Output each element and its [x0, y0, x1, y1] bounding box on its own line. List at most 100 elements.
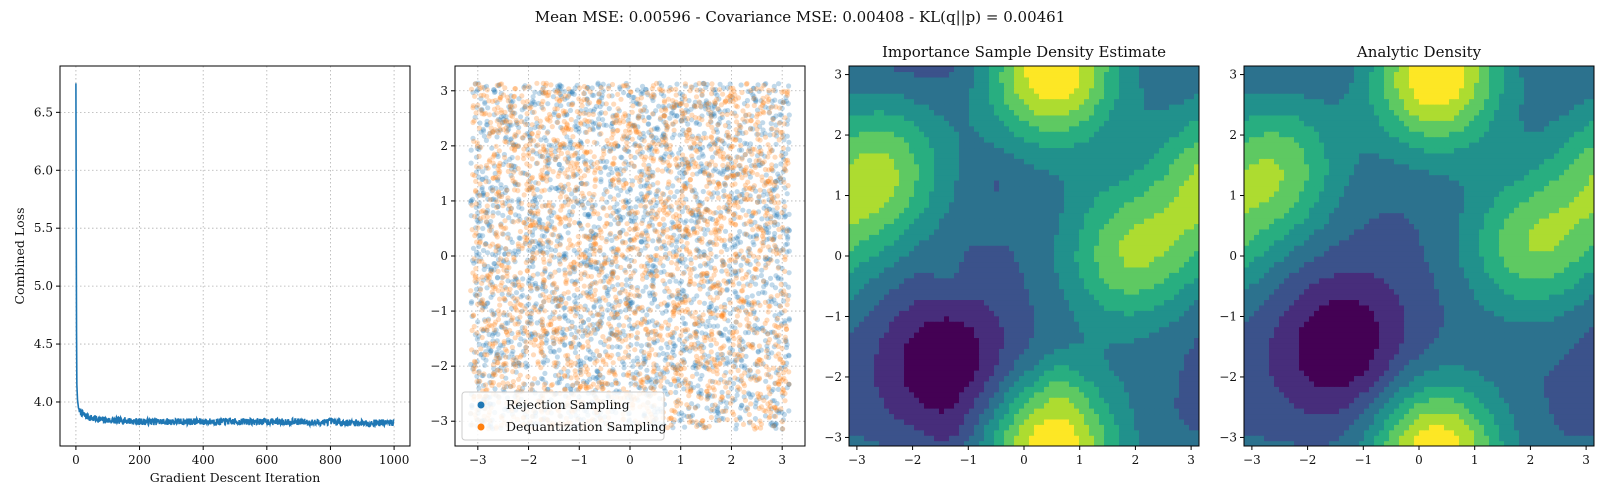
- scatter-point: [495, 153, 501, 160]
- scatter-point: [538, 375, 545, 382]
- scatter-point: [593, 260, 599, 266]
- scatter-point: [714, 92, 720, 98]
- scatter-point: [675, 303, 681, 309]
- scatter-point: [570, 101, 576, 108]
- scatter-point: [560, 203, 567, 209]
- scatter-point: [688, 341, 695, 347]
- scatter-point: [602, 259, 608, 265]
- scatter-point: [751, 326, 757, 332]
- scatter-point: [640, 272, 646, 278]
- scatter-point: [759, 325, 765, 332]
- scatter-point: [548, 82, 554, 88]
- scatter-point: [584, 262, 590, 268]
- scatter-point: [503, 354, 509, 360]
- scatter-point: [653, 191, 659, 197]
- scatter-point: [719, 111, 725, 117]
- scatter-point: [484, 327, 490, 333]
- scatter-point: [634, 324, 640, 330]
- scatter-point: [687, 380, 694, 386]
- scatter-point: [545, 129, 551, 135]
- scatter-point: [562, 112, 568, 118]
- scatter-point: [613, 143, 619, 149]
- scatter-point: [626, 92, 632, 98]
- scatter-point: [557, 232, 563, 238]
- scatter-point: [766, 167, 772, 173]
- scatter-point: [504, 187, 510, 193]
- scatter-point: [523, 360, 529, 366]
- scatter-point: [675, 258, 681, 264]
- scatter-point: [670, 224, 677, 230]
- scatter-point: [613, 166, 620, 172]
- scatter-point: [726, 297, 732, 303]
- scatter-point: [724, 164, 730, 170]
- scatter-point: [690, 345, 696, 351]
- scatter-point: [661, 370, 667, 376]
- scatter-point: [733, 195, 739, 202]
- scatter-point: [539, 153, 545, 159]
- scatter-point: [549, 143, 555, 149]
- scatter-point: [786, 317, 792, 323]
- scatter-point: [563, 300, 569, 306]
- scatter-point: [526, 301, 532, 307]
- scatter-point: [769, 420, 775, 426]
- scatter-point: [491, 89, 498, 95]
- scatter-point: [705, 279, 711, 285]
- scatter-point: [668, 361, 675, 367]
- scatter-point: [489, 268, 495, 274]
- scatter-point: [747, 218, 753, 224]
- scatter-point: [528, 223, 534, 229]
- scatter-point: [739, 373, 745, 379]
- scatter-point: [477, 291, 483, 297]
- scatter-point: [518, 118, 525, 125]
- scatter-point: [550, 338, 557, 344]
- scatter-point: [780, 417, 787, 423]
- scatter-point: [664, 123, 670, 129]
- scatter-point: [623, 297, 629, 303]
- scatter-point: [572, 85, 578, 91]
- scatter-point: [657, 207, 663, 213]
- scatter-point: [512, 259, 518, 265]
- scatter-point: [649, 222, 656, 228]
- scatter-point: [581, 320, 587, 326]
- scatter-point: [507, 137, 513, 143]
- scatter-point: [477, 181, 483, 187]
- scatter-point: [485, 221, 491, 227]
- scatter-point: [741, 195, 747, 202]
- scatter-point: [524, 268, 530, 274]
- scatter-point: [676, 337, 683, 343]
- scatter-point: [747, 148, 753, 155]
- scatter-point: [774, 400, 780, 407]
- scatter-point: [613, 258, 619, 265]
- scatter-point: [737, 239, 744, 245]
- loss-grid: [60, 66, 410, 446]
- scatter-point: [635, 358, 641, 365]
- scatter-point: [481, 263, 488, 269]
- scatter-point: [630, 371, 636, 377]
- scatter-point: [494, 204, 500, 210]
- scatter-point: [579, 226, 585, 232]
- scatter-point: [603, 143, 610, 150]
- scatter-point: [553, 140, 560, 146]
- scatter-point: [768, 294, 774, 300]
- scatter-point: [754, 107, 761, 113]
- scatter-point: [782, 213, 789, 219]
- scatter-point: [556, 170, 562, 176]
- scatter-point: [508, 162, 514, 168]
- x-tick-label: 1000: [379, 453, 410, 467]
- scatter-point: [704, 361, 710, 367]
- scatter-point: [513, 117, 519, 124]
- scatter-point: [713, 210, 719, 216]
- scatter-point: [747, 185, 753, 191]
- scatter-point: [707, 239, 713, 246]
- scatter-point: [662, 132, 668, 138]
- scatter-point: [492, 386, 498, 392]
- scatter-point: [496, 246, 502, 252]
- scatter-point: [679, 92, 686, 98]
- scatter-point: [574, 186, 581, 192]
- scatter-point: [697, 421, 703, 427]
- scatter-point: [638, 145, 644, 151]
- scatter-point: [488, 267, 494, 273]
- scatter-point: [526, 131, 532, 137]
- scatter-point: [646, 319, 652, 325]
- scatter-point: [627, 292, 634, 298]
